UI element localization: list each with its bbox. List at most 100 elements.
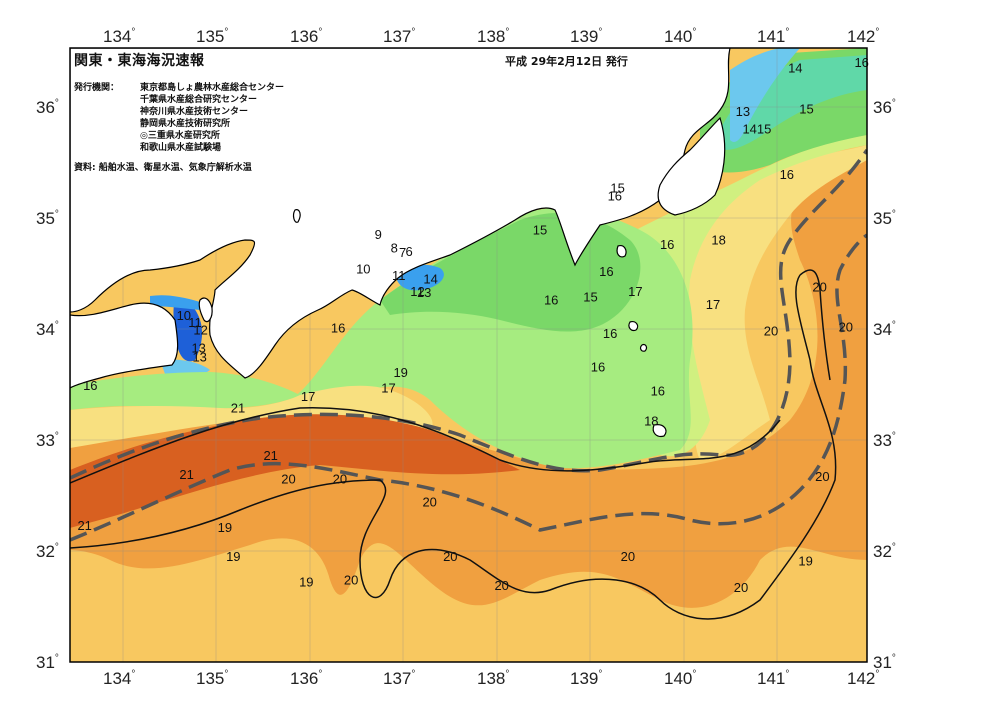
contour-label: 17 <box>381 380 395 395</box>
contour-label: 14 <box>788 61 802 76</box>
lat-tick: 31° <box>36 653 59 672</box>
contour-label: 17 <box>628 284 642 299</box>
lon-tick: 134° <box>103 669 135 688</box>
zone-18-19-west <box>70 385 433 448</box>
contour-label: 17 <box>706 297 720 312</box>
contour-label: 10 <box>177 308 191 323</box>
contour-label: 20 <box>281 471 295 486</box>
contour-label: 16 <box>331 320 345 335</box>
contour-label: 1415 <box>742 122 771 137</box>
contour-label: 20 <box>734 580 748 595</box>
contour-label: 16 <box>608 188 622 203</box>
contour-label: 14 <box>423 272 437 287</box>
map-frame <box>69 47 868 663</box>
land-mikura <box>639 343 648 352</box>
axis-ticks: 134° 135° 136° 137° 138° 139° 140° 141° … <box>36 27 896 688</box>
issue-date: 平成 29年2月12日 発行 <box>505 55 628 68</box>
lat-tick: 33° <box>36 431 59 450</box>
land-awaji <box>198 297 213 323</box>
contour-label: 19 <box>798 554 812 569</box>
contour-20-east-loop <box>799 269 831 381</box>
lat-tick: 31° <box>873 653 896 672</box>
contour-label: 16 <box>651 384 665 399</box>
land <box>70 48 731 438</box>
contour-label: 7 <box>399 245 406 260</box>
kuroshio-south-axis <box>70 233 867 542</box>
contour-label: 20 <box>333 471 347 486</box>
lon-tick: 135° <box>196 27 228 46</box>
contour-label: 10 <box>356 262 370 277</box>
map-title: 関東・東海海況速報 <box>74 53 205 69</box>
lat-tick: 36° <box>36 98 59 117</box>
contour-label: 18 <box>711 233 725 248</box>
contour-label: 21 <box>77 518 91 533</box>
lon-tick: 138° <box>477 669 509 688</box>
contour-label: 15 <box>533 223 547 238</box>
zone-lt12-osaka <box>173 299 203 362</box>
contour-label: 21 <box>263 448 277 463</box>
lon-tick: 136° <box>290 669 322 688</box>
contour-label: 20 <box>815 469 829 484</box>
contour-label: 20 <box>344 572 358 587</box>
land-sado-snippet <box>292 209 301 223</box>
contour-label: 19 <box>393 365 407 380</box>
issuer-item: 神奈川県水産技術センター <box>140 107 249 117</box>
lon-tick: 142° <box>847 669 879 688</box>
contour-label: 16 <box>591 359 605 374</box>
contour-label: 20 <box>764 324 778 339</box>
contour-label: 16 <box>544 293 558 308</box>
contour-label: 20 <box>443 549 457 564</box>
contour-label: 15 <box>610 181 624 196</box>
contour-label: 13 <box>191 340 205 355</box>
land-hachijo <box>652 424 667 438</box>
contour-label: 21 <box>231 400 245 415</box>
contour-label: 20 <box>812 279 826 294</box>
lat-tick: 35° <box>36 209 59 228</box>
contour-label: 21 <box>179 467 193 482</box>
lat-tick: 36° <box>873 98 896 117</box>
issuer-item: 東京都島しょ農林水産総合センター <box>140 83 285 93</box>
contour-label: 18 <box>644 414 658 429</box>
lon-tick: 142° <box>847 27 879 46</box>
lon-tick: 140° <box>664 27 696 46</box>
lon-ticks-bottom: 134° 135° 136° 137° 138° 139° 140° 141° … <box>103 669 879 688</box>
contour-label: 12 <box>410 284 424 299</box>
contour-label: 16 <box>599 264 613 279</box>
lon-tick: 139° <box>570 27 602 46</box>
contour-label: 20 <box>621 549 635 564</box>
contour-label: 13 <box>192 349 206 364</box>
contour-label: 13 <box>736 104 750 119</box>
contour-label: 20 <box>422 495 436 510</box>
lon-tick: 141° <box>757 27 789 46</box>
issuer-item: 千葉県水産総合研究センター <box>140 95 258 105</box>
issuer-item: 和歌山県水産試験場 <box>140 143 222 153</box>
contour-label: 16 <box>780 167 794 182</box>
zone-14-15-ne <box>720 55 867 150</box>
lat-ticks-left: 36° 35° 34° 33° 32° 31° <box>36 98 59 672</box>
contour-label: 11 <box>188 315 202 330</box>
lon-tick: 138° <box>477 27 509 46</box>
contour-label: 19 <box>226 549 240 564</box>
contour-label: 17 <box>301 389 315 404</box>
lat-ticks-right: 36° 35° 34° 33° 32° 31° <box>873 98 896 672</box>
contour-lines <box>70 269 837 620</box>
contour-label: 15 <box>583 289 597 304</box>
lat-tick: 35° <box>873 209 896 228</box>
contour-label: 9 <box>375 227 382 242</box>
lat-tick: 32° <box>36 542 59 561</box>
zone-20-21 <box>70 140 867 608</box>
contour-label: 8 <box>391 241 398 256</box>
contour-label: 16 <box>603 326 617 341</box>
lat-tick: 33° <box>873 431 896 450</box>
lon-tick: 140° <box>664 669 696 688</box>
lon-tick: 136° <box>290 27 322 46</box>
contour-21-north <box>70 407 781 484</box>
contour-20-south <box>70 274 837 620</box>
lon-ticks-top: 134° 135° 136° 137° 138° 139° 140° 141° … <box>103 27 879 46</box>
lon-tick: 135° <box>196 669 228 688</box>
lon-tick: 141° <box>757 669 789 688</box>
contour-label: 6 <box>405 244 412 259</box>
contour-label: 20 <box>494 578 508 593</box>
